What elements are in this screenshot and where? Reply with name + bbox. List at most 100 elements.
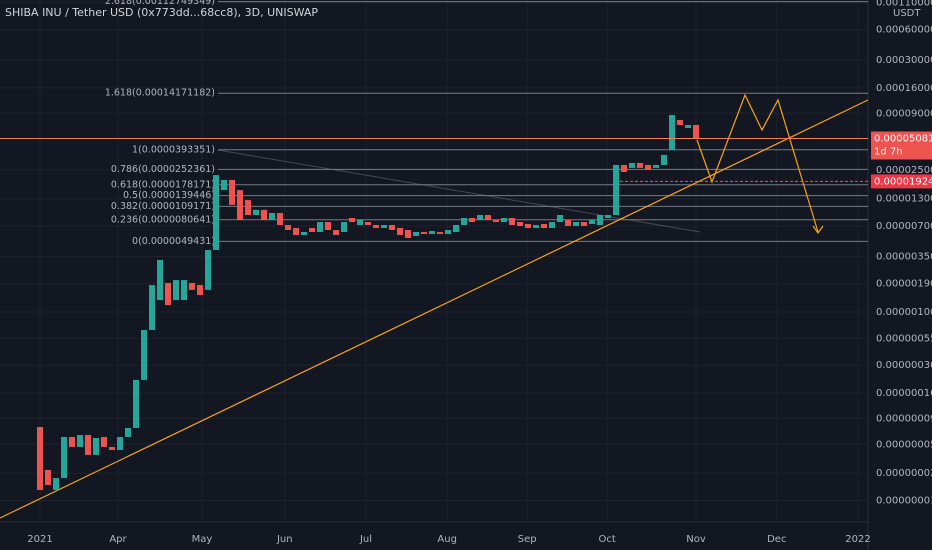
candle <box>453 224 459 232</box>
fib-label: 0.786(0.0000252361) <box>111 164 215 175</box>
candle <box>669 115 675 150</box>
x-tick-label: 2021 <box>27 534 52 545</box>
x-tick-label: May <box>192 534 213 545</box>
candle <box>421 231 427 234</box>
candle <box>477 214 483 220</box>
candle <box>293 227 299 235</box>
y-tick-label: 0.0000000900 <box>876 413 932 424</box>
candle <box>613 164 619 215</box>
candle <box>205 250 211 290</box>
candle <box>237 190 243 220</box>
candle <box>509 217 515 225</box>
x-tick-label: Jun <box>276 534 293 545</box>
fib-label: 1.618(0.00014171182) <box>105 88 215 99</box>
y-tick-label: 0.0000070000 <box>876 221 932 232</box>
candle <box>469 217 475 223</box>
candle <box>365 222 371 225</box>
candle <box>213 175 219 251</box>
candle <box>605 214 611 218</box>
candle <box>645 164 651 171</box>
candle <box>677 119 683 125</box>
candle <box>349 217 355 223</box>
trend-line <box>0 99 869 519</box>
candle <box>501 217 507 223</box>
candle <box>373 224 379 228</box>
y-tick-label: 0.0011000000 <box>876 0 932 9</box>
candle <box>85 434 91 455</box>
candle <box>77 434 83 447</box>
countdown-label: 1d 7h <box>874 146 903 157</box>
candle <box>61 437 67 479</box>
candle <box>557 214 563 223</box>
candle <box>93 437 99 455</box>
candle <box>661 154 667 165</box>
y-tick-label: 0.0000001600 <box>876 388 932 399</box>
fib-label: 2.618(0.00112749349) <box>105 0 215 7</box>
x-tick-label: 2022 <box>845 534 870 545</box>
y-tick-label: 0.0000005500 <box>876 333 932 344</box>
fib-retracement: 2.618(0.00112749349) 1.618(0.00014171182)… <box>105 0 868 247</box>
candle <box>37 426 43 490</box>
grid <box>0 0 868 520</box>
candle <box>685 124 691 128</box>
x-tick-label: Dec <box>767 534 786 545</box>
candle <box>333 230 339 235</box>
candle <box>45 469 51 486</box>
projection-path <box>696 93 819 233</box>
candle <box>445 230 451 234</box>
candle <box>581 222 587 226</box>
x-tick-label: Aug <box>437 534 457 545</box>
candle <box>653 164 659 168</box>
projection-arrow <box>812 225 824 235</box>
candle <box>149 285 155 331</box>
candle <box>397 227 403 235</box>
candle <box>493 219 499 223</box>
y-tick-label: 0.0003000000 <box>876 55 932 66</box>
candle <box>629 162 635 168</box>
candle <box>549 222 555 228</box>
candle <box>229 179 235 205</box>
y-tick-label: 0.0000000140 <box>876 496 932 507</box>
candle <box>189 282 195 290</box>
y-tick-label: 0.0000130000 <box>876 194 932 205</box>
candle <box>437 231 443 234</box>
candle <box>621 164 627 172</box>
candle <box>165 282 171 306</box>
candle <box>285 224 291 231</box>
candle <box>317 222 323 232</box>
candle <box>413 231 419 236</box>
fib-label: 0(0.0000049431) <box>132 236 215 247</box>
candle <box>117 437 123 450</box>
y-tick-label: 0.0006000000 <box>876 24 932 35</box>
fib-label: 1(0.0000393351) <box>132 144 215 155</box>
y-tick-label: 0.0000010000 <box>876 307 932 318</box>
candle <box>341 222 347 232</box>
candle <box>405 230 411 239</box>
fib-label: 0.382(0.0000109171) <box>111 201 215 212</box>
candle <box>517 222 523 226</box>
fib-trend-line <box>217 149 701 233</box>
candle <box>461 217 467 225</box>
candle <box>381 224 387 228</box>
axis-unit: USDT <box>893 8 921 19</box>
chart-title: SHIBA INU / Tether USD (0x773dd...68cc8)… <box>5 6 318 19</box>
candle <box>357 219 363 225</box>
candle <box>541 224 547 228</box>
y-tick-label: 0.0001600000 <box>876 83 932 94</box>
candle <box>269 212 275 220</box>
candle <box>597 214 603 225</box>
candle <box>197 285 203 295</box>
x-tick-label: Jul <box>359 534 372 545</box>
candle <box>589 219 595 225</box>
candle <box>181 280 187 301</box>
candle <box>429 230 435 234</box>
candle <box>133 379 139 428</box>
candle <box>309 227 315 232</box>
candles <box>37 115 699 490</box>
candle <box>221 179 227 191</box>
candle <box>157 259 163 301</box>
fib-label: 0.618(0.0000178171) <box>111 179 215 190</box>
candle <box>525 224 531 228</box>
